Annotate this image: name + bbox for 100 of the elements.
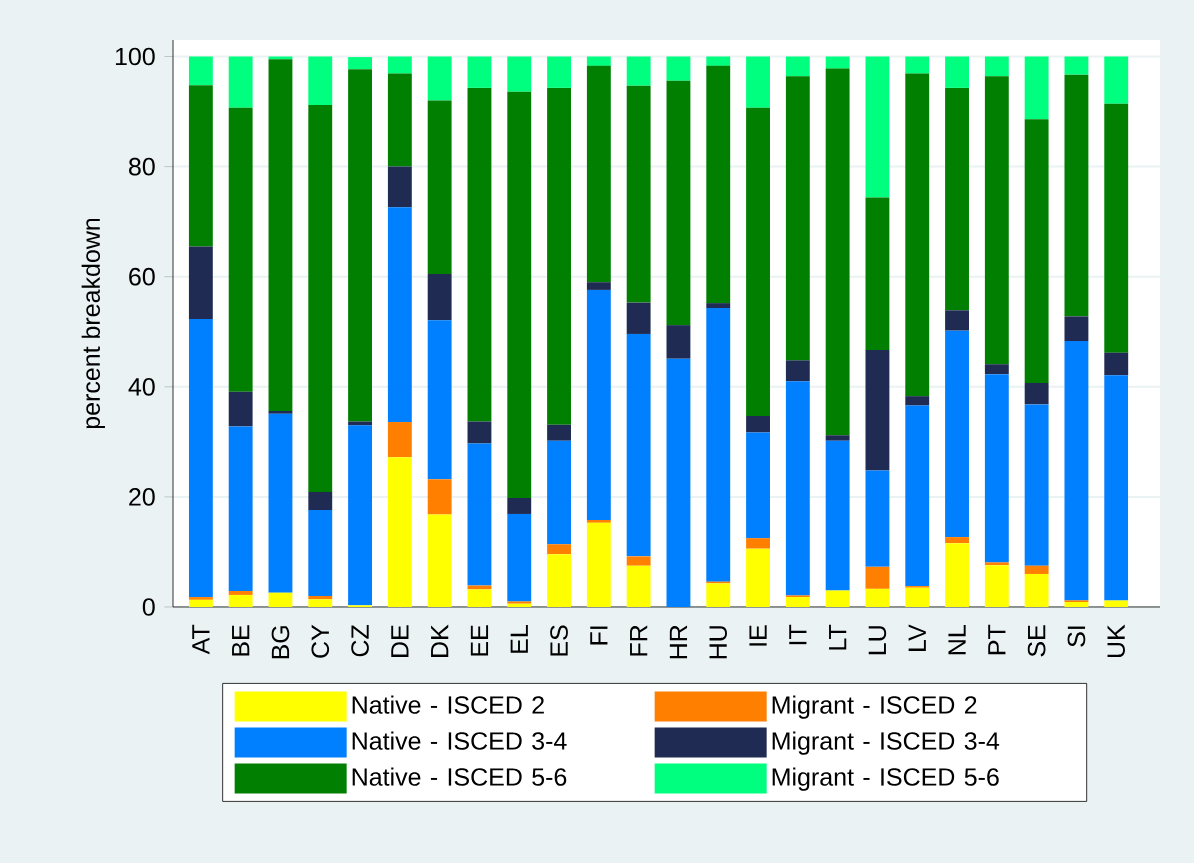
bar: [746, 538, 770, 549]
bar: [1064, 316, 1089, 342]
bar: [945, 310, 969, 331]
bar: [706, 303, 731, 309]
bar: [706, 583, 731, 607]
bar: [308, 599, 333, 607]
bar: [547, 554, 571, 607]
x-tick-label: HR: [669, 625, 688, 659]
bar: [188, 56, 213, 86]
bar: [586, 522, 611, 607]
bar: [905, 405, 930, 587]
y-tick-label: 40: [128, 377, 155, 396]
bar: [228, 391, 253, 427]
bar: [188, 319, 213, 598]
bar: [427, 479, 452, 515]
legend-label: Migrant - ISCED 3-4: [772, 731, 1000, 755]
bar: [1064, 74, 1089, 317]
bar: [308, 510, 333, 596]
y-axis-title: percent breakdown: [81, 218, 105, 429]
bar: [228, 56, 253, 108]
bar: [427, 56, 452, 101]
x-tick-label: LV: [908, 624, 926, 651]
bar: [905, 587, 930, 607]
bar: [348, 69, 372, 422]
x-tick-label: LU: [868, 626, 887, 655]
bar: [626, 565, 651, 607]
bar: [626, 556, 651, 566]
bar: [746, 432, 770, 539]
x-tick-label: FI: [590, 626, 608, 645]
x-tick-label: DK: [431, 624, 449, 657]
bar: [865, 197, 890, 350]
bar: [1024, 404, 1049, 566]
bar: [1024, 565, 1049, 574]
bar: [945, 87, 969, 311]
bar: [865, 566, 890, 589]
legend-label: Migrant - ISCED 2: [772, 695, 977, 719]
bar: [387, 422, 412, 458]
bar: [626, 85, 651, 303]
bar: [586, 289, 611, 521]
bar: [1104, 600, 1129, 607]
bar: [984, 562, 1009, 566]
bar: [984, 565, 1009, 607]
x-tick-label: IT: [789, 624, 807, 645]
x-tick-label: SE: [1027, 625, 1046, 657]
bar: [467, 56, 492, 88]
bar: [1024, 382, 1049, 405]
bar: [268, 59, 293, 412]
x-tick-label: PT: [988, 624, 1006, 655]
x-tick-label: UK: [1107, 624, 1125, 658]
bar: [825, 435, 850, 441]
bar: [706, 65, 731, 304]
bar: [427, 100, 452, 274]
bar: [1104, 56, 1129, 104]
bar: [586, 282, 611, 290]
bar: [746, 548, 770, 607]
bar: [427, 273, 452, 321]
y-tick-label: 0: [142, 598, 155, 616]
bar: [706, 308, 731, 582]
bar: [586, 56, 611, 66]
bar: [228, 107, 253, 392]
bar: [547, 440, 571, 545]
bar: [1024, 119, 1049, 383]
bar: [547, 87, 571, 425]
bar: [467, 87, 492, 422]
bar: [467, 421, 492, 444]
x-tick-label: FR: [630, 625, 648, 656]
bar: [188, 85, 213, 247]
bar: [945, 56, 969, 88]
bar: [228, 591, 253, 595]
y-tick-label: 20: [129, 488, 155, 506]
bar: [348, 425, 372, 606]
bar: [984, 374, 1009, 563]
bar: [706, 56, 731, 66]
bar: [308, 56, 333, 105]
bar: [1064, 56, 1089, 75]
bar: [268, 411, 293, 414]
bar: [666, 56, 691, 81]
bar: [865, 56, 890, 198]
bar: [387, 207, 412, 423]
bar: [308, 491, 333, 511]
bar: [188, 246, 213, 320]
bar: [387, 457, 412, 607]
x-tick-label: CY: [311, 624, 330, 658]
x-tick-label: BG: [271, 626, 290, 659]
x-tick-label: IE: [749, 625, 767, 646]
bar: [746, 415, 770, 433]
bar: [228, 426, 253, 592]
bar: [785, 360, 810, 382]
x-tick-label: CZ: [351, 625, 369, 657]
bar: [785, 56, 810, 77]
bar: [825, 68, 850, 436]
bar: [984, 76, 1009, 365]
bar: [945, 330, 969, 538]
bar: [865, 349, 890, 471]
bar: [1024, 573, 1049, 607]
bar: [507, 513, 532, 602]
bar: [1064, 602, 1089, 607]
bar: [1104, 352, 1129, 376]
bar: [905, 73, 930, 397]
bar: [626, 302, 651, 334]
